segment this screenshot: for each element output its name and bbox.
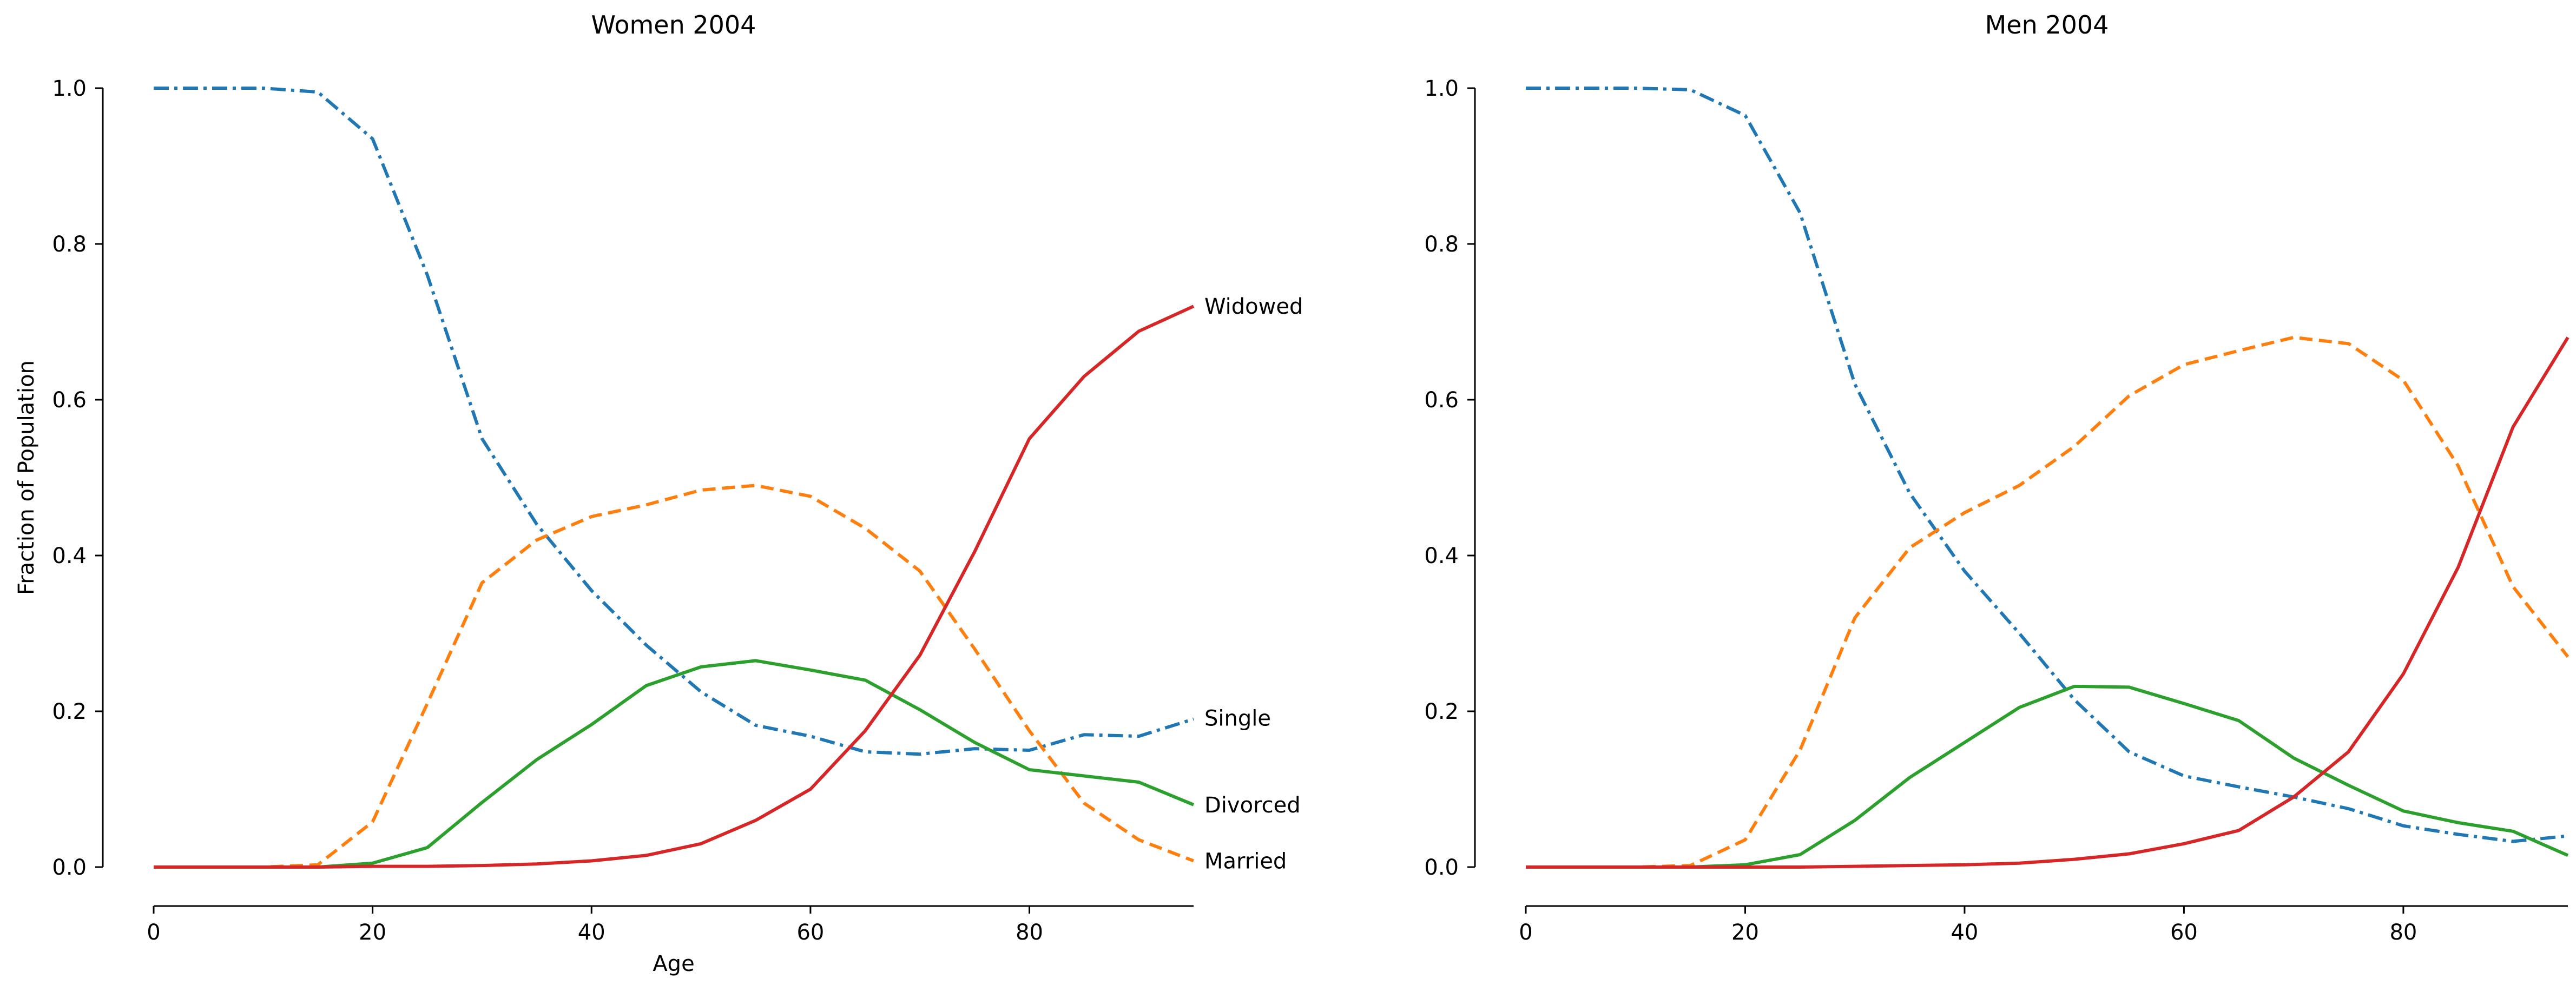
x-tick-label: 20	[1731, 920, 1759, 945]
series-line-2	[1526, 335, 2570, 869]
x-tick-label: 0	[147, 920, 160, 945]
series-line-3	[1526, 684, 2569, 869]
y-tick-label: 0.0	[52, 855, 87, 880]
series-label: Widowed	[1204, 294, 1303, 319]
series-line-3	[154, 659, 1195, 869]
x-tick-label: 40	[578, 920, 605, 945]
y-tick-label: 0.6	[52, 388, 87, 413]
x-tick-label: 60	[2170, 920, 2198, 945]
series-line-4	[154, 305, 1195, 869]
series-line-2	[154, 484, 1195, 869]
panel-2: Men 2004 0.0 0.2 0.4 0.6 0.8 1.0 0 20 40 60 80	[1424, 10, 2570, 945]
x-tick-label: 60	[796, 920, 824, 945]
y-tick-label: 1.0	[52, 76, 87, 101]
series-label: Divorced	[1204, 793, 1301, 818]
series-line-4	[1526, 336, 2570, 869]
y-tick-label: 1.0	[1424, 76, 1459, 101]
y-tick-label: 0.4	[52, 544, 87, 568]
y-tick-label: 0.2	[1424, 699, 1459, 724]
x-tick-label: 40	[1951, 920, 1978, 945]
y-tick-label: 0.2	[52, 699, 87, 724]
x-axis-label: Age	[653, 951, 694, 976]
x-tick-label: 20	[359, 920, 386, 945]
y-tick-label: 0.0	[1424, 855, 1459, 880]
panel-1: Women 2004 0.0 0.2 0.4 0.6 0.8 1.0 0 20 40 60 80 Age…	[14, 10, 1303, 976]
y-tick-label: 0.6	[1424, 388, 1459, 413]
y-tick-label: 0.8	[1424, 232, 1459, 257]
x-tick-label: 0	[1519, 920, 1532, 945]
y-tick-label: 0.4	[1424, 544, 1459, 568]
x-tick-label: 80	[2389, 920, 2417, 945]
series-label: Married	[1204, 849, 1287, 874]
y-tick-label: 0.8	[52, 232, 87, 257]
panel-title: Women 2004	[591, 10, 756, 39]
panel-title: Men 2004	[1985, 10, 2109, 39]
x-tick-label: 80	[1016, 920, 1043, 945]
y-axis-label: Fraction of Population	[14, 360, 39, 595]
series-label: Single	[1204, 706, 1271, 731]
series-line-1	[1526, 87, 2568, 843]
series-line-1	[154, 87, 1194, 756]
